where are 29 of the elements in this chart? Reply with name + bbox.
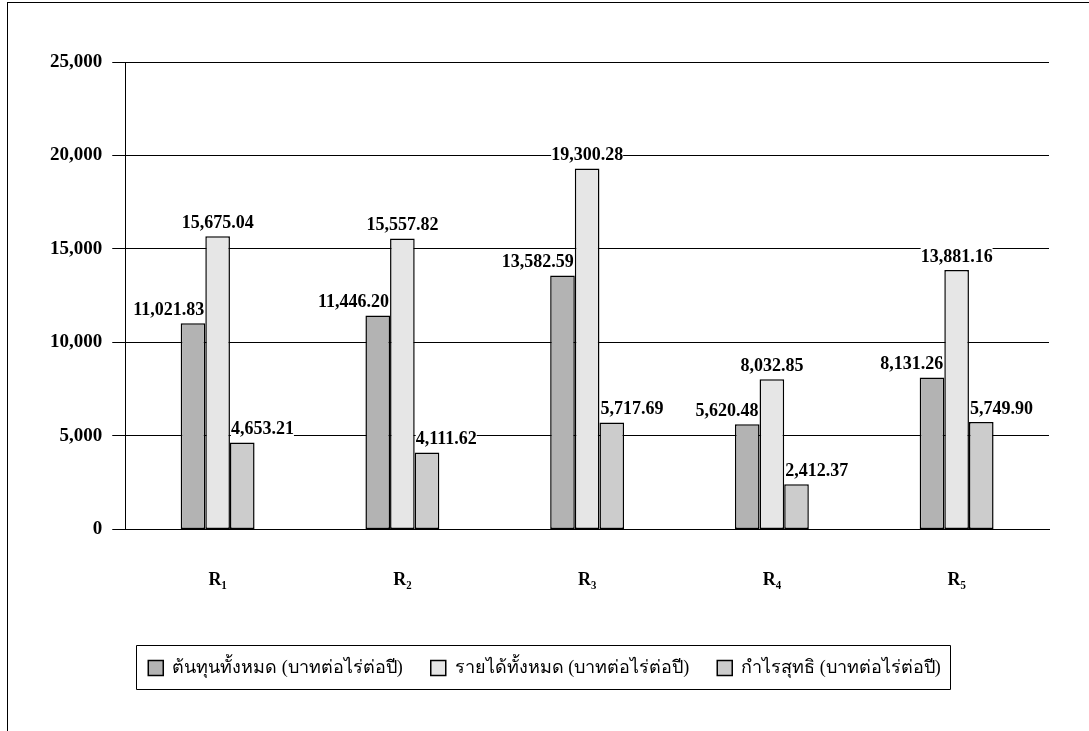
data-label: 5,749.90: [969, 397, 1033, 418]
data-label: 8,032.85: [740, 354, 804, 375]
data-label: 11,446.20: [318, 291, 390, 312]
data-label: 19,300.28: [551, 144, 624, 165]
data-label: 15,557.82: [366, 214, 439, 235]
legend-label: รายได้ทั้งหมด (บาทต่อไร่ต่อปี): [454, 653, 690, 678]
data-label: 4,653.21: [230, 418, 294, 439]
y-tick-label: 20,000: [50, 143, 103, 165]
y-tick-label: 15,000: [50, 236, 103, 258]
y-tick-label: 25,000: [50, 49, 103, 71]
x-tick-label: R₂: [393, 568, 412, 589]
data-label: 15,675.04: [181, 212, 254, 232]
data-label: 2,412.37: [785, 459, 849, 480]
data-label: 5,620.48: [695, 399, 759, 420]
data-label: 11,021.83: [133, 298, 205, 319]
x-tick-label: R₅: [947, 568, 966, 589]
y-tick-label: 0: [92, 517, 103, 539]
legend-label: กำไรสุทธิ (บาทต่อไร่ต่อปี): [741, 655, 941, 678]
x-tick-label: R₃: [577, 568, 597, 589]
y-tick-label: 10,000: [50, 330, 103, 352]
x-tick-label: R₁: [208, 568, 227, 589]
x-tick-label: R₄: [762, 568, 782, 589]
data-label: 13,881.16: [920, 245, 993, 266]
y-tick-label: 5,000: [59, 423, 103, 445]
data-label: 8,131.26: [880, 353, 944, 374]
data-label: 5,717.69: [600, 398, 664, 419]
data-label: 4,111.62: [415, 428, 477, 449]
data-label: 13,582.59: [501, 251, 574, 272]
legend-label: ต้นทุนทั้งหมด (บาทต่อไร่ต่อปี): [172, 653, 403, 678]
